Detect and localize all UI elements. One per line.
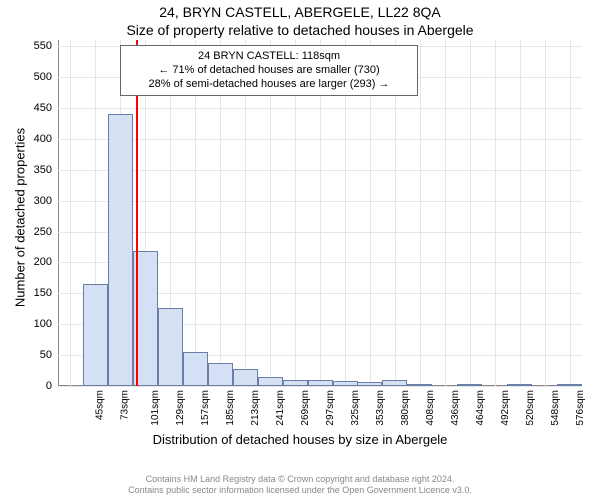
y-tick-label: 450 [34, 102, 58, 114]
y-tick-label: 200 [34, 256, 58, 268]
y-tick-label: 250 [34, 226, 58, 238]
x-tick-label: 548sqm [550, 390, 561, 426]
y-axis-line [58, 40, 59, 386]
grid-vertical [445, 40, 446, 386]
grid-horizontal [58, 386, 582, 387]
histogram-bar [108, 114, 132, 386]
x-tick-label: 241sqm [276, 390, 287, 426]
x-axis-label: Distribution of detached houses by size … [0, 432, 600, 447]
x-tick-label: 45sqm [95, 390, 106, 420]
callout-line3: 28% of semi-detached houses are larger (… [127, 78, 411, 92]
footer-line2: Contains public sector information licen… [0, 485, 600, 496]
x-tick-label: 325sqm [351, 390, 362, 426]
callout-line1: 24 BRYN CASTELL: 118sqm [127, 50, 411, 64]
y-tick-label: 550 [34, 40, 58, 52]
x-tick-label: 73sqm [120, 390, 131, 420]
histogram-bar [258, 377, 282, 386]
x-tick-label: 380sqm [400, 390, 411, 426]
histogram-bar [333, 381, 357, 386]
histogram-bar [457, 384, 481, 386]
histogram-bar [557, 384, 581, 386]
histogram-bar [283, 380, 307, 386]
y-tick-label: 100 [34, 318, 58, 330]
callout-box: 24 BRYN CASTELL: 118sqm← 71% of detached… [120, 45, 418, 96]
grid-vertical [70, 40, 71, 386]
histogram-bar [357, 382, 381, 386]
histogram-bar [382, 380, 406, 386]
chart-title-line1: 24, BRYN CASTELL, ABERGELE, LL22 8QA [0, 4, 600, 20]
grid-vertical [495, 40, 496, 386]
histogram-bar [233, 369, 257, 386]
x-tick-label: 464sqm [475, 390, 486, 426]
y-tick-label: 400 [34, 133, 58, 145]
grid-vertical [420, 40, 421, 386]
histogram-bar [407, 384, 431, 386]
x-tick-label: 269sqm [301, 390, 312, 426]
y-axis-label: Number of detached properties [13, 68, 28, 368]
histogram-bar [308, 380, 332, 386]
chart-title-line2: Size of property relative to detached ho… [0, 22, 600, 38]
y-tick-label: 50 [40, 349, 58, 361]
x-tick-label: 436sqm [450, 390, 461, 426]
y-tick-label: 500 [34, 71, 58, 83]
x-tick-label: 297sqm [326, 390, 337, 426]
x-tick-label: 213sqm [251, 390, 262, 426]
histogram-bar [158, 308, 182, 386]
x-tick-label: 101sqm [151, 390, 162, 426]
y-tick-label: 350 [34, 164, 58, 176]
y-tick-label: 300 [34, 195, 58, 207]
x-tick-label: 408sqm [425, 390, 436, 426]
histogram-bar [83, 284, 107, 386]
x-tick-label: 520sqm [525, 390, 536, 426]
grid-vertical [570, 40, 571, 386]
x-tick-label: 185sqm [226, 390, 237, 426]
grid-vertical [545, 40, 546, 386]
x-tick-label: 353sqm [376, 390, 387, 426]
grid-vertical [470, 40, 471, 386]
x-tick-label: 157sqm [201, 390, 212, 426]
footer-line1: Contains HM Land Registry data © Crown c… [0, 474, 600, 485]
footer-attribution: Contains HM Land Registry data © Crown c… [0, 474, 600, 497]
x-tick-label: 492sqm [500, 390, 511, 426]
x-tick-label: 576sqm [575, 390, 586, 426]
histogram-bar [507, 384, 531, 386]
y-tick-label: 150 [34, 287, 58, 299]
callout-line2: ← 71% of detached houses are smaller (73… [127, 64, 411, 78]
histogram-bar [183, 352, 207, 386]
grid-vertical [520, 40, 521, 386]
y-tick-label: 0 [46, 380, 58, 392]
x-tick-label: 129sqm [176, 390, 187, 426]
chart-plot-area: 05010015020025030035040045050055045sqm73… [58, 40, 582, 386]
histogram-bar [208, 363, 232, 386]
